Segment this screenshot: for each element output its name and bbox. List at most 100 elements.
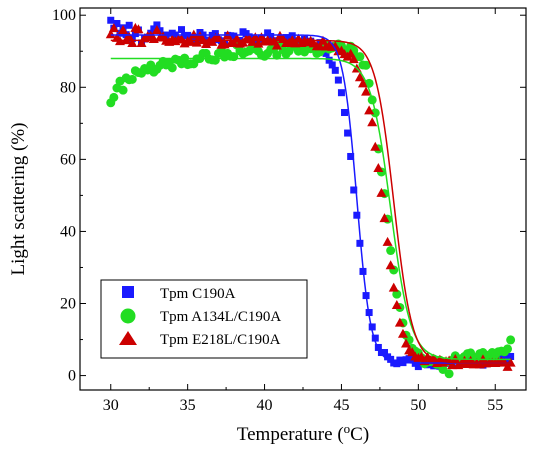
data-point bbox=[136, 37, 147, 47]
legend-marker-tpm-e218l-c190a bbox=[119, 331, 137, 345]
x-tick-label: 45 bbox=[333, 397, 349, 414]
legend-label-tpm-e218l-c190a: Tpm E218L/C190A bbox=[160, 332, 281, 348]
data-point bbox=[131, 30, 139, 38]
data-point bbox=[392, 289, 402, 299]
data-point bbox=[105, 29, 116, 39]
fit-line-tpm-a134l-c190a bbox=[110, 57, 511, 361]
data-point bbox=[230, 32, 238, 40]
data-point bbox=[382, 236, 393, 246]
data-point bbox=[356, 239, 364, 247]
data-point bbox=[113, 19, 121, 27]
data-point bbox=[150, 25, 158, 33]
data-point bbox=[188, 29, 199, 39]
data-point bbox=[213, 32, 224, 42]
data-point bbox=[507, 352, 515, 360]
data-point bbox=[118, 24, 129, 34]
legend-marker-tpm-a134l-c190a bbox=[120, 308, 136, 324]
data-point bbox=[388, 282, 399, 292]
legend: Tpm C190A Tpm A134L/C190A Tpm E218L/C190… bbox=[100, 279, 308, 359]
data-point bbox=[247, 36, 258, 46]
data-point bbox=[506, 335, 516, 345]
ticks-layer: 30 35 40 45 50 55 0 20 40 60 80 100 bbox=[52, 7, 526, 414]
data-point bbox=[357, 78, 368, 88]
series-tpm-e218l-c190a bbox=[105, 22, 516, 371]
data-point bbox=[314, 41, 325, 51]
data-point bbox=[328, 61, 336, 69]
data-point bbox=[191, 37, 202, 47]
data-point bbox=[401, 338, 412, 348]
data-point bbox=[334, 76, 342, 84]
data-point bbox=[331, 66, 339, 74]
data-point bbox=[348, 54, 359, 64]
data-point bbox=[361, 60, 371, 70]
data-point bbox=[397, 328, 408, 338]
data-point bbox=[370, 141, 381, 151]
fit-line-tpm-e218l-c190a bbox=[110, 39, 511, 364]
data-point bbox=[393, 360, 401, 368]
data-point bbox=[444, 369, 454, 379]
data-point bbox=[178, 26, 186, 34]
y-tick-label: 40 bbox=[60, 223, 76, 240]
data-point bbox=[109, 92, 119, 102]
data-point bbox=[391, 299, 402, 309]
data-point bbox=[167, 63, 177, 73]
data-point bbox=[133, 24, 144, 34]
data-point bbox=[185, 36, 196, 46]
data-point bbox=[124, 31, 135, 41]
data-point bbox=[361, 86, 372, 96]
data-point bbox=[503, 344, 513, 354]
data-point bbox=[376, 187, 387, 197]
data-point bbox=[368, 323, 376, 331]
data-point bbox=[381, 349, 389, 357]
x-tick-label: 40 bbox=[257, 397, 273, 414]
data-point bbox=[347, 152, 355, 160]
data-point bbox=[107, 16, 115, 24]
data-point bbox=[118, 85, 128, 95]
x-axis-title: Temperature (oC) bbox=[237, 421, 369, 445]
data-point bbox=[354, 72, 365, 82]
legend-label-tpm-a134l-c190a: Tpm A134L/C190A bbox=[160, 309, 281, 325]
fit-line-tpm-c190a bbox=[110, 34, 511, 364]
data-point bbox=[394, 317, 405, 327]
data-point bbox=[385, 260, 396, 270]
data-point bbox=[337, 89, 345, 97]
y-tick-label: 0 bbox=[68, 368, 76, 385]
y-tick-label: 100 bbox=[52, 7, 76, 24]
data-point bbox=[355, 52, 365, 62]
data-point bbox=[373, 163, 384, 173]
data-point bbox=[353, 211, 361, 219]
data-point bbox=[325, 56, 333, 64]
x-tick-label: 55 bbox=[487, 397, 503, 414]
x-tick-label: 35 bbox=[180, 397, 196, 414]
data-point bbox=[127, 37, 138, 47]
legend-label-tpm-c190a: Tpm C190A bbox=[160, 286, 236, 302]
legend-marker-tpm-c190a bbox=[122, 286, 134, 298]
data-point bbox=[127, 74, 137, 84]
data-point bbox=[386, 246, 396, 256]
data-point bbox=[153, 21, 161, 29]
data-point bbox=[108, 23, 119, 33]
data-point bbox=[364, 105, 375, 115]
x-tick-label: 50 bbox=[410, 397, 426, 414]
data-point bbox=[151, 24, 162, 34]
data-point bbox=[264, 29, 272, 37]
data-point bbox=[282, 34, 290, 42]
data-point bbox=[125, 21, 133, 29]
y-axis-title: Light scattering (%) bbox=[8, 122, 29, 275]
data-point bbox=[344, 129, 352, 137]
data-point bbox=[387, 355, 395, 363]
data-point bbox=[267, 32, 275, 40]
data-point bbox=[322, 49, 330, 57]
y-tick-label: 80 bbox=[60, 79, 76, 96]
data-point bbox=[272, 50, 282, 60]
x-tick-label: 30 bbox=[103, 397, 119, 414]
data-point bbox=[371, 334, 379, 342]
y-tick-label: 20 bbox=[60, 296, 76, 313]
fit-layer bbox=[110, 34, 511, 364]
data-point bbox=[379, 213, 390, 223]
data-point bbox=[271, 40, 282, 50]
data-point bbox=[367, 117, 378, 127]
data-point bbox=[505, 357, 516, 367]
